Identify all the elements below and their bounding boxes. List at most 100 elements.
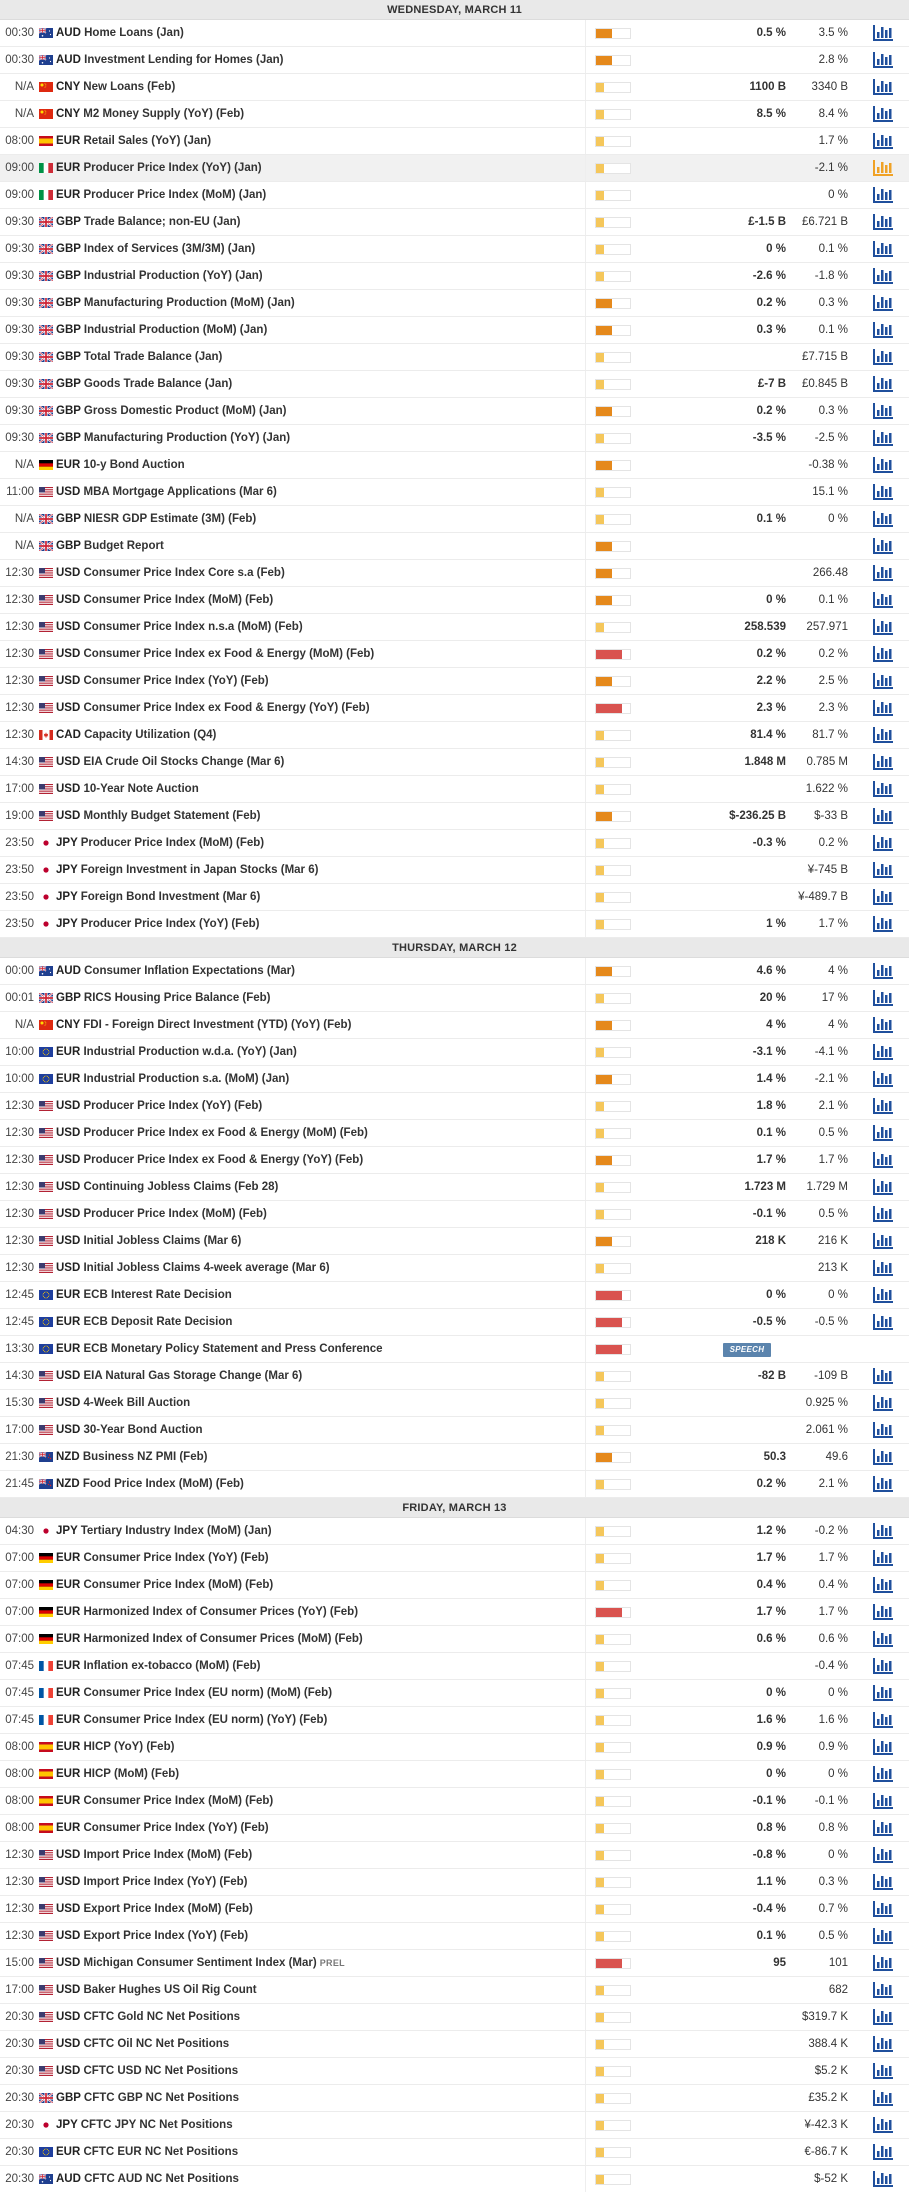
event-row[interactable]: 12:30 CAD Capacity Utilization (Q4) 81.4 %… bbox=[0, 722, 909, 749]
event-name[interactable]: Manufacturing Production (YoY) (Jan) bbox=[83, 432, 291, 444]
event-row[interactable]: 13:30 EUR ECB Monetary Policy Statement a… bbox=[0, 1336, 909, 1363]
event-row[interactable]: 20:30 USD CFTC Oil NC Net Positions 388.4 … bbox=[0, 2031, 909, 2058]
event-row[interactable]: 17:00 USD 10-Year Note Auction 1.622 % bbox=[0, 776, 909, 803]
event-row[interactable]: 12:30 USD Export Price Index (YoY) (Feb) 0… bbox=[0, 1923, 909, 1950]
event-row[interactable]: 07:00 EUR Consumer Price Index (MoM) (Feb… bbox=[0, 1572, 909, 1599]
bar-chart-icon[interactable] bbox=[872, 1422, 894, 1438]
bar-chart-icon[interactable] bbox=[872, 511, 894, 527]
event-name[interactable]: Consumer Price Index (MoM) (Feb) bbox=[83, 1795, 274, 1807]
bar-chart-icon[interactable] bbox=[872, 430, 894, 446]
event-row[interactable]: 12:30 USD Continuing Jobless Claims (Feb … bbox=[0, 1174, 909, 1201]
event-name[interactable]: Tertiary Industry Index (MoM) (Jan) bbox=[80, 1525, 272, 1537]
bar-chart-icon[interactable] bbox=[872, 862, 894, 878]
event-name[interactable]: Industrial Production (YoY) (Jan) bbox=[83, 270, 263, 282]
event-row[interactable]: N/A GBP NIESR GDP Estimate (3M) (Feb) 0.1 … bbox=[0, 506, 909, 533]
event-name[interactable]: Producer Price Index (YoY) (Feb) bbox=[80, 918, 260, 930]
bar-chart-icon[interactable] bbox=[872, 106, 894, 122]
event-name[interactable]: Continuing Jobless Claims (Feb 28) bbox=[83, 1181, 279, 1193]
event-row[interactable]: 12:45 EUR ECB Interest Rate Decision 0 % 0 … bbox=[0, 1282, 909, 1309]
event-name[interactable]: NIESR GDP Estimate (3M) (Feb) bbox=[83, 513, 257, 525]
event-row[interactable]: 20:30 JPY CFTC JPY NC Net Positions ¥-42.3… bbox=[0, 2112, 909, 2139]
event-name[interactable]: Import Price Index (MoM) (Feb) bbox=[83, 1849, 253, 1861]
event-name[interactable]: Harmonized Index of Consumer Prices (MoM… bbox=[83, 1633, 363, 1645]
event-row[interactable]: 15:00 USD Michigan Consumer Sentiment Ind… bbox=[0, 1950, 909, 1977]
event-name[interactable]: Import Price Index (YoY) (Feb) bbox=[83, 1876, 248, 1888]
bar-chart-icon[interactable] bbox=[872, 916, 894, 932]
bar-chart-icon[interactable] bbox=[872, 1523, 894, 1539]
event-row[interactable]: 09:00 EUR Producer Price Index (MoM) (Jan… bbox=[0, 182, 909, 209]
event-name[interactable]: Consumer Price Index ex Food & Energy (Y… bbox=[83, 702, 370, 714]
bar-chart-icon[interactable] bbox=[872, 1044, 894, 1060]
event-row[interactable]: 08:00 EUR Retail Sales (YoY) (Jan) 1.7 % bbox=[0, 128, 909, 155]
bar-chart-icon[interactable] bbox=[872, 2090, 894, 2106]
bar-chart-icon[interactable] bbox=[872, 1631, 894, 1647]
event-name[interactable]: Consumer Price Index ex Food & Energy (M… bbox=[83, 648, 375, 660]
event-name[interactable]: Goods Trade Balance (Jan) bbox=[83, 378, 233, 390]
event-row[interactable]: 09:30 GBP Industrial Production (YoY) (Ja… bbox=[0, 263, 909, 290]
event-row[interactable]: 20:30 USD CFTC USD NC Net Positions $5.2 K bbox=[0, 2058, 909, 2085]
event-name[interactable]: Inflation ex-tobacco (MoM) (Feb) bbox=[83, 1660, 261, 1672]
event-row[interactable]: 12:45 EUR ECB Deposit Rate Decision -0.5 %… bbox=[0, 1309, 909, 1336]
bar-chart-icon[interactable] bbox=[872, 1928, 894, 1944]
event-row[interactable]: 09:30 GBP Manufacturing Production (YoY) … bbox=[0, 425, 909, 452]
event-name[interactable]: Harmonized Index of Consumer Prices (YoY… bbox=[83, 1606, 359, 1618]
event-row[interactable]: 07:00 EUR Consumer Price Index (YoY) (Feb… bbox=[0, 1545, 909, 1572]
event-row[interactable]: N/A CNY FDI - Foreign Direct Investment (… bbox=[0, 1012, 909, 1039]
event-name[interactable]: Industrial Production w.d.a. (YoY) (Jan) bbox=[83, 1046, 297, 1058]
event-row[interactable]: 17:00 USD 30-Year Bond Auction 2.061 % bbox=[0, 1417, 909, 1444]
event-row[interactable]: 20:30 GBP CFTC GBP NC Net Positions £35.2 … bbox=[0, 2085, 909, 2112]
event-name[interactable]: Consumer Price Index (EU norm) (YoY) (Fe… bbox=[83, 1714, 328, 1726]
event-name[interactable]: Baker Hughes US Oil Rig Count bbox=[83, 1984, 257, 1996]
event-row[interactable]: 23:50 JPY Foreign Investment in Japan Sto… bbox=[0, 857, 909, 884]
event-name[interactable]: Gross Domestic Product (MoM) (Jan) bbox=[83, 405, 287, 417]
event-name[interactable]: New Loans (Feb) bbox=[83, 81, 176, 93]
event-name[interactable]: Total Trade Balance (Jan) bbox=[83, 351, 223, 363]
bar-chart-icon[interactable] bbox=[872, 889, 894, 905]
event-row[interactable]: 09:30 GBP Total Trade Balance (Jan) £7.715… bbox=[0, 344, 909, 371]
bar-chart-icon[interactable] bbox=[872, 673, 894, 689]
event-row[interactable]: 08:00 EUR Consumer Price Index (MoM) (Feb… bbox=[0, 1788, 909, 1815]
bar-chart-icon[interactable] bbox=[872, 1449, 894, 1465]
bar-chart-icon[interactable] bbox=[872, 1874, 894, 1890]
event-row[interactable]: 19:00 USD Monthly Budget Statement (Feb) $… bbox=[0, 803, 909, 830]
event-row[interactable]: 12:30 USD Consumer Price Index ex Food & … bbox=[0, 641, 909, 668]
bar-chart-icon[interactable] bbox=[872, 403, 894, 419]
event-row[interactable]: 09:30 GBP Index of Services (3M/3M) (Jan)… bbox=[0, 236, 909, 263]
event-row[interactable]: 09:30 GBP Goods Trade Balance (Jan) £-7 B £… bbox=[0, 371, 909, 398]
bar-chart-icon[interactable] bbox=[872, 1739, 894, 1755]
event-row[interactable]: 12:30 USD Consumer Price Index ex Food & … bbox=[0, 695, 909, 722]
event-name[interactable]: Consumer Price Index (EU norm) (MoM) (Fe… bbox=[83, 1687, 333, 1699]
event-name[interactable]: Trade Balance; non-EU (Jan) bbox=[83, 216, 241, 228]
event-name[interactable]: Consumer Price Index (YoY) (Feb) bbox=[83, 1552, 269, 1564]
bar-chart-icon[interactable] bbox=[872, 214, 894, 230]
event-name[interactable]: ECB Deposit Rate Decision bbox=[83, 1316, 233, 1328]
event-name[interactable]: CFTC USD NC Net Positions bbox=[83, 2065, 239, 2077]
bar-chart-icon[interactable] bbox=[872, 1901, 894, 1917]
event-row[interactable]: 07:45 EUR Inflation ex-tobacco (MoM) (Feb… bbox=[0, 1653, 909, 1680]
event-name[interactable]: Foreign Bond Investment (Mar 6) bbox=[80, 891, 261, 903]
bar-chart-icon[interactable] bbox=[872, 1152, 894, 1168]
event-name[interactable]: Export Price Index (MoM) (Feb) bbox=[83, 1903, 253, 1915]
event-row[interactable]: 08:00 EUR HICP (MoM) (Feb) 0 % 0 % bbox=[0, 1761, 909, 1788]
event-row[interactable]: 17:00 USD Baker Hughes US Oil Rig Count 68… bbox=[0, 1977, 909, 2004]
event-name[interactable]: Consumer Price Index n.s.a (MoM) (Feb) bbox=[83, 621, 303, 633]
event-name[interactable]: M2 Money Supply (YoY) (Feb) bbox=[83, 108, 245, 120]
bar-chart-icon[interactable] bbox=[872, 963, 894, 979]
event-row[interactable]: 00:00 AUD Consumer Inflation Expectations… bbox=[0, 958, 909, 985]
event-name[interactable]: Index of Services (3M/3M) (Jan) bbox=[83, 243, 256, 255]
bar-chart-icon[interactable] bbox=[872, 1658, 894, 1674]
event-row[interactable]: 09:30 GBP Trade Balance; non-EU (Jan) £-1.… bbox=[0, 209, 909, 236]
event-name[interactable]: Retail Sales (YoY) (Jan) bbox=[83, 135, 212, 147]
event-row[interactable]: N/A CNY New Loans (Feb) 1100 B 3340 B bbox=[0, 74, 909, 101]
event-name[interactable]: CFTC Oil NC Net Positions bbox=[83, 2038, 230, 2050]
event-row[interactable]: 14:30 USD EIA Crude Oil Stocks Change (Ma… bbox=[0, 749, 909, 776]
bar-chart-icon[interactable] bbox=[872, 376, 894, 392]
event-name[interactable]: Producer Price Index (MoM) (Feb) bbox=[83, 1208, 267, 1220]
event-name[interactable]: Budget Report bbox=[83, 540, 164, 552]
bar-chart-icon[interactable] bbox=[872, 322, 894, 338]
event-name[interactable]: Producer Price Index (YoY) (Jan) bbox=[83, 162, 262, 174]
event-name[interactable]: Food Price Index (MoM) (Feb) bbox=[82, 1478, 244, 1490]
event-name[interactable]: Industrial Production (MoM) (Jan) bbox=[83, 324, 268, 336]
bar-chart-icon[interactable] bbox=[872, 25, 894, 41]
event-name[interactable]: Monthly Budget Statement (Feb) bbox=[83, 810, 261, 822]
